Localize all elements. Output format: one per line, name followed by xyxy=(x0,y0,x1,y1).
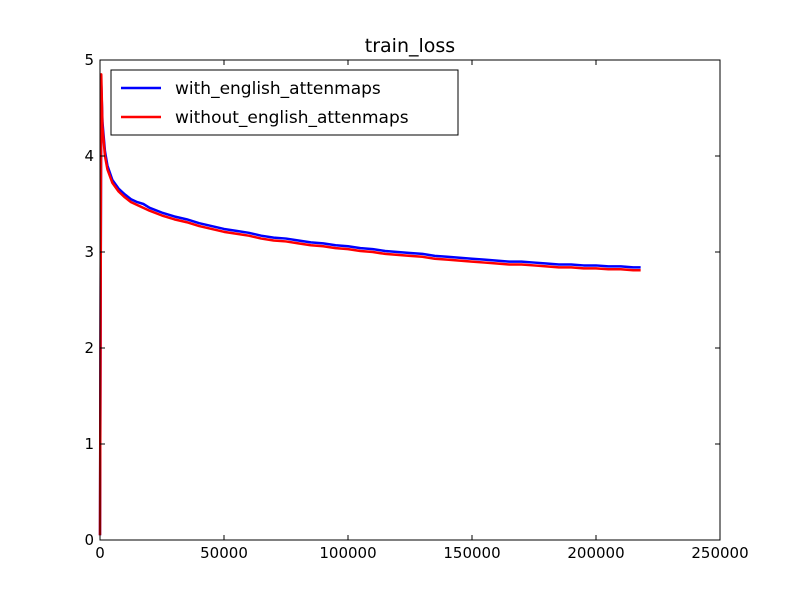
x-tick-label: 150000 xyxy=(443,544,500,562)
series-line-with_english_attenmaps xyxy=(98,82,641,536)
y-tick-label: 3 xyxy=(84,243,94,261)
y-tick-label: 4 xyxy=(84,147,94,165)
y-tick-label: 5 xyxy=(84,51,94,69)
legend-frame xyxy=(110,69,459,136)
y-tick-label: 0 xyxy=(84,531,94,549)
legend-label: with_english_attenmaps xyxy=(175,79,381,99)
plot-frame xyxy=(99,59,721,541)
y-tick-label: 1 xyxy=(84,435,94,453)
y-tick-label: 2 xyxy=(84,339,94,357)
x-tick-label: 50000 xyxy=(200,544,248,562)
x-tick-label: 250000 xyxy=(691,544,748,562)
x-tick-label: 200000 xyxy=(567,544,624,562)
series-lines xyxy=(98,73,641,536)
legend: with_english_attenmaps without_english_at… xyxy=(110,69,459,136)
chart-title: train_loss xyxy=(365,35,455,57)
series-line-without_english_attenmaps xyxy=(98,73,641,536)
x-tick-label: 100000 xyxy=(319,544,376,562)
legend-label: without_english_attenmaps xyxy=(175,108,409,128)
axis-ticks: 0 50000 100000 150000 200000 250000 0 1 2 3 4 5 xyxy=(84,51,748,562)
x-tick-label: 0 xyxy=(95,544,105,562)
